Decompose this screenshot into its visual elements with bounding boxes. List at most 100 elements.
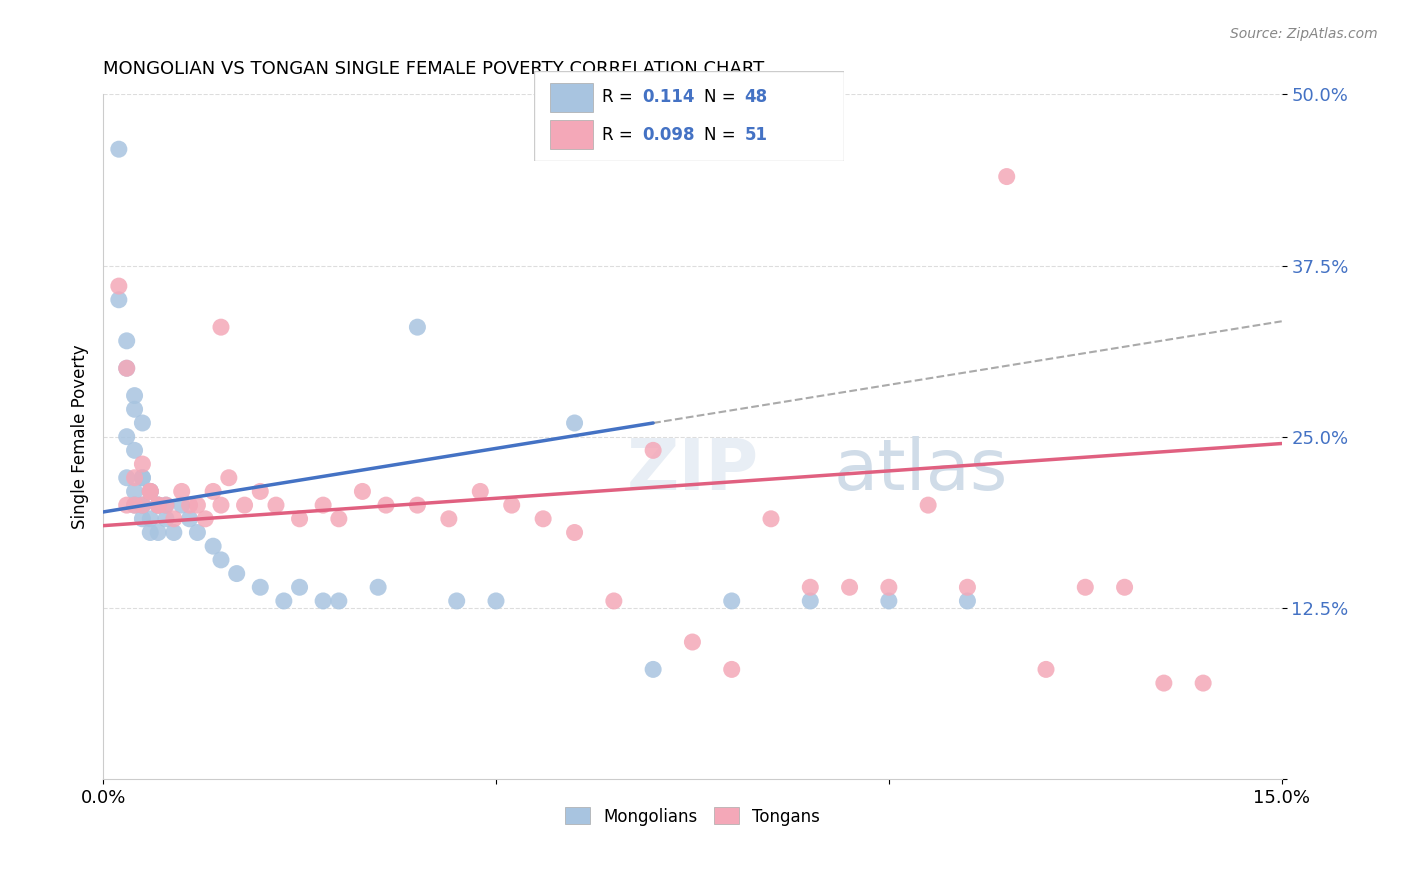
Point <box>233 498 256 512</box>
Point <box>124 498 146 512</box>
Point <box>146 498 169 512</box>
Point <box>131 498 153 512</box>
Point <box>288 580 311 594</box>
Point <box>1114 580 1136 594</box>
Y-axis label: Single Female Poverty: Single Female Poverty <box>72 344 89 529</box>
Text: N =: N = <box>704 126 741 144</box>
Point <box>406 498 429 512</box>
Point <box>124 484 146 499</box>
Point <box>218 471 240 485</box>
Point <box>108 293 131 307</box>
Point <box>155 512 177 526</box>
Point <box>155 498 177 512</box>
Point <box>643 443 665 458</box>
Point <box>470 484 492 499</box>
Point <box>681 635 703 649</box>
Point <box>202 484 225 499</box>
Text: 0.114: 0.114 <box>643 88 695 106</box>
Text: R =: R = <box>602 126 638 144</box>
Point <box>564 525 586 540</box>
Point <box>115 361 138 376</box>
Point <box>225 566 247 581</box>
Point <box>501 498 523 512</box>
Point <box>209 498 232 512</box>
Point <box>352 484 374 499</box>
Point <box>155 498 177 512</box>
Point <box>264 498 287 512</box>
Point <box>446 594 468 608</box>
Point <box>406 320 429 334</box>
Point <box>209 320 232 334</box>
Point <box>194 512 217 526</box>
Point <box>170 498 193 512</box>
Point <box>1074 580 1097 594</box>
Point <box>799 594 821 608</box>
Text: 48: 48 <box>745 88 768 106</box>
Point <box>720 594 742 608</box>
Point <box>139 484 162 499</box>
Point <box>367 580 389 594</box>
Point <box>375 498 398 512</box>
Point <box>249 484 271 499</box>
Point <box>917 498 939 512</box>
Point <box>115 471 138 485</box>
Point <box>115 430 138 444</box>
Legend: Mongolians, Tongans: Mongolians, Tongans <box>558 801 827 832</box>
Point <box>956 594 979 608</box>
Point <box>146 498 169 512</box>
Point <box>115 361 138 376</box>
Point <box>115 498 138 512</box>
Point <box>163 512 186 526</box>
Point <box>720 662 742 676</box>
Text: N =: N = <box>704 88 741 106</box>
Point <box>146 498 169 512</box>
Point <box>186 525 208 540</box>
Point <box>531 512 554 526</box>
Point <box>312 594 335 608</box>
Point <box>273 594 295 608</box>
Point <box>328 512 350 526</box>
Point <box>312 498 335 512</box>
Point <box>799 580 821 594</box>
Point <box>124 471 146 485</box>
Point <box>437 512 460 526</box>
Point <box>108 279 131 293</box>
Point <box>139 484 162 499</box>
Point <box>249 580 271 594</box>
Point <box>564 416 586 430</box>
Point <box>163 525 186 540</box>
Point <box>131 457 153 471</box>
Point <box>1153 676 1175 690</box>
Point <box>877 580 900 594</box>
Text: ZIP: ZIP <box>626 436 759 506</box>
Point <box>124 402 146 417</box>
Text: 51: 51 <box>745 126 768 144</box>
Point <box>759 512 782 526</box>
Point <box>877 594 900 608</box>
Text: atlas: atlas <box>834 436 1008 506</box>
Point <box>108 142 131 156</box>
Point <box>124 498 146 512</box>
Text: MONGOLIAN VS TONGAN SINGLE FEMALE POVERTY CORRELATION CHART: MONGOLIAN VS TONGAN SINGLE FEMALE POVERT… <box>103 60 765 78</box>
Point <box>139 484 162 499</box>
Point <box>131 471 153 485</box>
Point <box>146 525 169 540</box>
Point <box>131 416 153 430</box>
Point <box>995 169 1018 184</box>
Point <box>131 471 153 485</box>
Point <box>209 553 232 567</box>
Point <box>139 512 162 526</box>
Point <box>115 334 138 348</box>
Point <box>124 389 146 403</box>
FancyBboxPatch shape <box>534 71 844 161</box>
Point <box>146 498 169 512</box>
Point <box>131 498 153 512</box>
Point <box>179 498 201 512</box>
Bar <box>550 120 593 150</box>
Text: 0.098: 0.098 <box>643 126 695 144</box>
Point <box>139 484 162 499</box>
Bar <box>550 83 593 112</box>
Text: Source: ZipAtlas.com: Source: ZipAtlas.com <box>1230 27 1378 41</box>
Point <box>288 512 311 526</box>
Point <box>1192 676 1215 690</box>
